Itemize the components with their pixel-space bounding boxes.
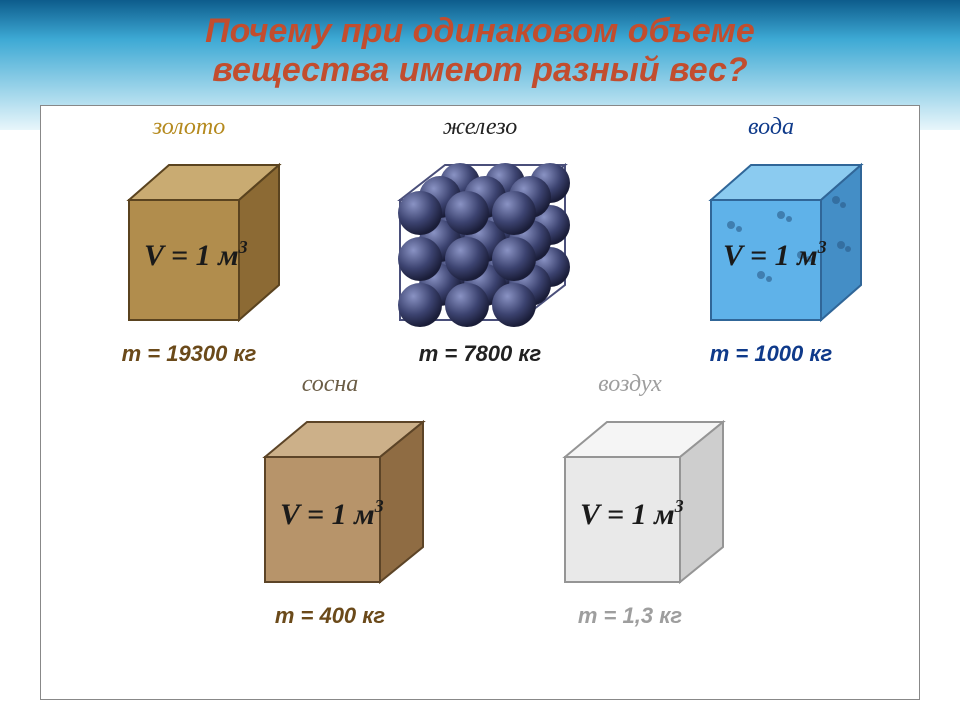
svg-text:V = 1 м3: V = 1 м3	[144, 237, 248, 272]
page-title: Почему при одинаковом объеме вещества им…	[0, 0, 960, 100]
row-1: золото V = 1 м3 m = 19300 кг железо	[41, 106, 919, 367]
mass-air: m = 1,3 кг	[578, 603, 682, 629]
cube-water: V = 1 м3	[671, 145, 871, 335]
label-gold: золото	[153, 114, 226, 141]
svg-text:V = 1 м3: V = 1 м3	[580, 496, 684, 531]
label-air: воздух	[598, 371, 662, 398]
cell-water: вода V = 1 м3 m = 1000 кг	[671, 114, 871, 367]
title-line-1: Почему при одинаковом объеме	[205, 12, 755, 50]
cell-pine: сосна V = 1 м3 m = 400 кг	[225, 371, 435, 629]
mass-gold: m = 19300 кг	[122, 341, 257, 367]
cell-iron: железо	[365, 114, 595, 367]
label-pine: сосна	[302, 371, 359, 398]
title-line-2: вещества имеют разный вес?	[212, 51, 747, 89]
cell-gold: золото V = 1 м3 m = 19300 кг	[89, 114, 289, 367]
label-water: вода	[748, 114, 794, 141]
cube-iron	[365, 145, 595, 335]
cube-air: V = 1 м3	[525, 402, 735, 597]
svg-text:V = 1 м3: V = 1 м3	[723, 237, 827, 272]
cube-pine: V = 1 м3	[225, 402, 435, 597]
row-2: сосна V = 1 м3 m = 400 кг воздух V = 1 м…	[41, 367, 919, 629]
svg-text:V = 1 м3: V = 1 м3	[280, 496, 384, 531]
content-frame: золото V = 1 м3 m = 19300 кг железо	[40, 105, 920, 700]
cell-air: воздух V = 1 м3 m = 1,3 кг	[525, 371, 735, 629]
cube-gold: V = 1 м3	[89, 145, 289, 335]
mass-pine: m = 400 кг	[275, 603, 385, 629]
mass-water: m = 1000 кг	[710, 341, 833, 367]
mass-iron: m = 7800 кг	[419, 341, 542, 367]
label-iron: железо	[443, 114, 518, 141]
